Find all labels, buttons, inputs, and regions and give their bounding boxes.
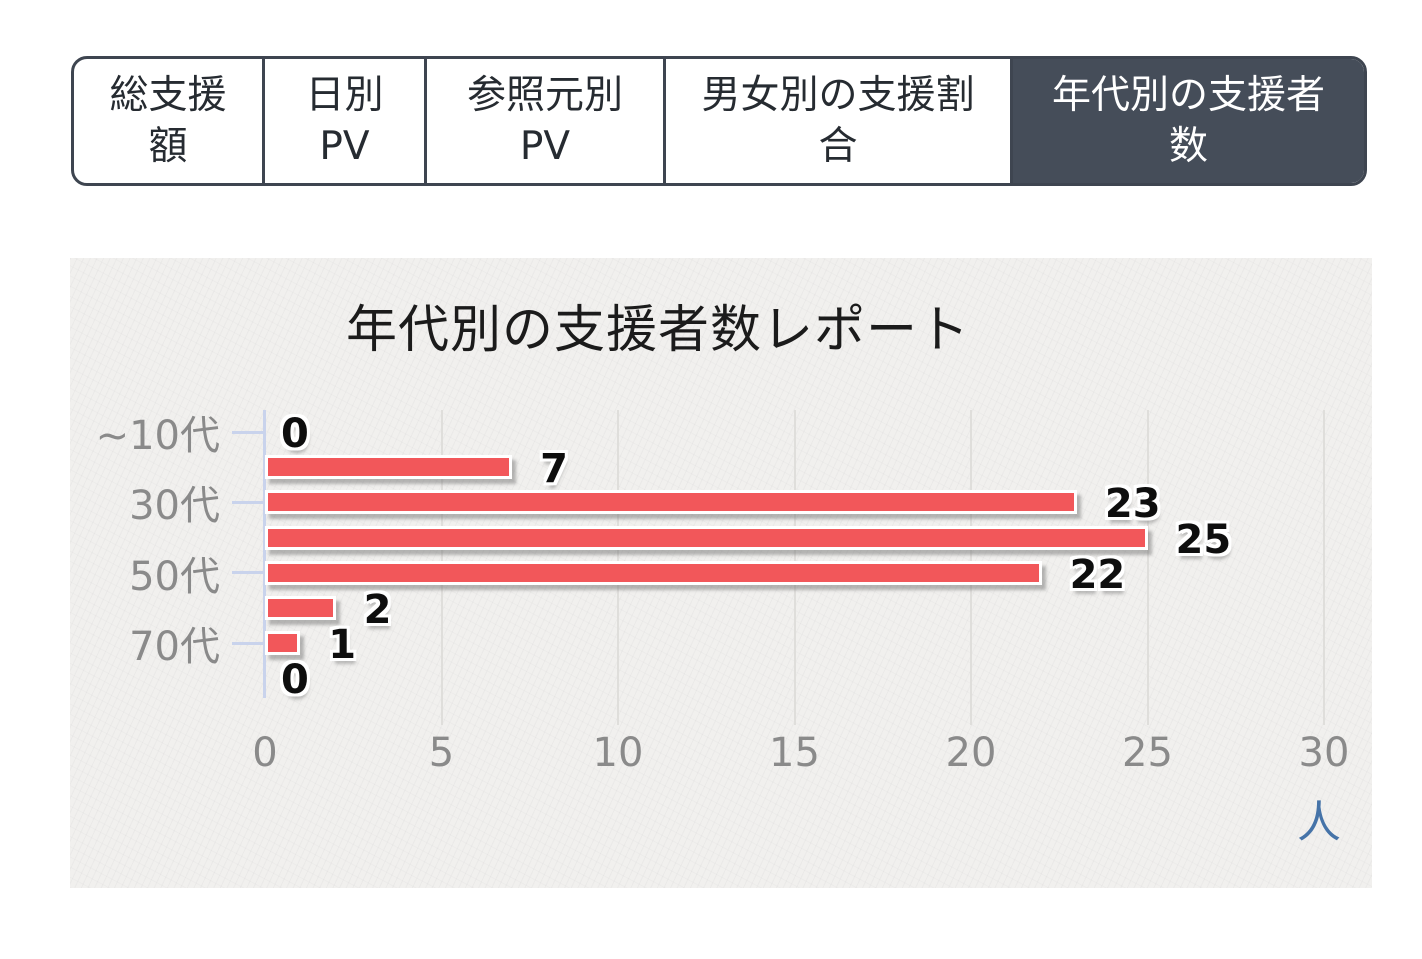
tab-5[interactable]: 年代別の支援者 数 <box>1010 59 1364 183</box>
x-tick-label-15: 15 <box>769 730 820 776</box>
gridline-x-25 <box>1146 410 1149 725</box>
y-tick-label-1: 30代 <box>129 483 220 530</box>
chart-panel: 年代別の支援者数レポート 0 5 10 15 20 25 30 ~10代 30代 50代 70代 0 7… <box>70 258 1372 888</box>
chart-type-tab-bar: 総支援 額日別 PV 参照元別 PV 男女別の支援割 合年代別の支援者 数 <box>71 56 1367 186</box>
x-tick-label-30: 30 <box>1298 730 1350 776</box>
bar-value-label-60代: 2 <box>363 587 392 633</box>
chart-title: 年代別の支援者数レポート <box>345 301 970 360</box>
tab-label: 男女別の支援割 合 <box>701 73 975 169</box>
x-tick-label-25: 25 <box>1122 730 1173 776</box>
bar-value-label-70代: 1 <box>328 622 357 669</box>
y-tick-label-0: ~10代 <box>95 413 220 459</box>
bar-value-label-20代: 7 <box>540 446 568 493</box>
x-axis-unit-label: 人 <box>1297 797 1341 848</box>
y-tick-mark <box>232 641 263 645</box>
y-tick-mark <box>232 430 263 434</box>
bar-20代 <box>265 455 513 480</box>
x-tick-label-5: 5 <box>428 730 455 776</box>
y-tick-mark <box>232 571 263 575</box>
bar-value-label-30代: 23 <box>1104 481 1161 528</box>
tab-1[interactable]: 総支援 額 <box>74 59 262 183</box>
tab-label: 参照元別 PV <box>466 73 623 169</box>
bar-30代 <box>265 490 1077 515</box>
y-tick-label-2: 50代 <box>129 553 220 600</box>
x-tick-label-10: 10 <box>592 730 644 776</box>
x-tick-label-0: 0 <box>252 730 278 776</box>
bar-50代 <box>265 560 1042 585</box>
tab-label: 日別 PV <box>305 73 384 169</box>
y-tick-label-3: 70代 <box>129 624 220 671</box>
y-tick-mark <box>232 500 263 504</box>
plot-area: 0 5 10 15 20 25 30 ~10代 30代 50代 70代 0 7 23 25 22 2 1 0 <box>70 258 1372 888</box>
bar-60代 <box>265 596 336 620</box>
x-tick-label-20: 20 <box>945 730 997 776</box>
bar-value-label-80代~: 0 <box>281 657 309 704</box>
tab-2[interactable]: 日別 PV <box>262 59 424 183</box>
tab-label: 総支援 額 <box>109 73 227 169</box>
bar-value-label-50代: 22 <box>1069 551 1126 598</box>
tab-4[interactable]: 男女別の支援割 合 <box>663 59 1010 183</box>
bar-40代 <box>265 525 1148 550</box>
bar-70代 <box>265 631 301 656</box>
tab-3[interactable]: 参照元別 PV <box>424 59 663 183</box>
bar-value-label-~10代: 0 <box>281 411 309 457</box>
bar-value-label-40代: 25 <box>1175 516 1232 563</box>
tab-label: 年代別の支援者 数 <box>1051 73 1325 169</box>
y-axis-line <box>263 410 266 698</box>
gridline-x-30 <box>1323 410 1325 725</box>
